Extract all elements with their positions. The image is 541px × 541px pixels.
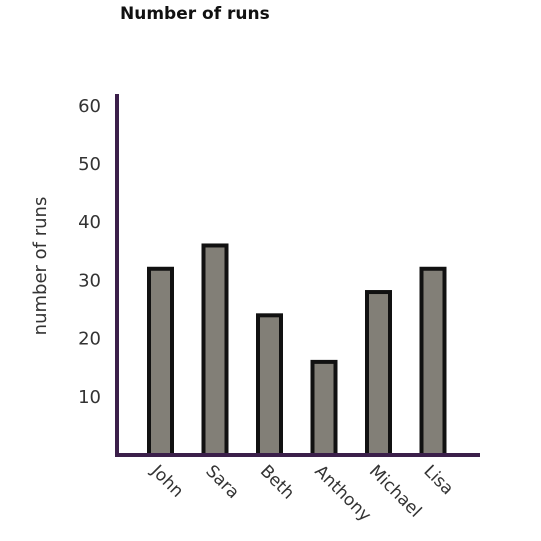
bar-lisa	[419, 266, 447, 458]
y-tick-label: 20	[78, 329, 101, 350]
x-tick-label: Anthony	[310, 461, 374, 525]
y-axis-label: number of runs	[30, 197, 51, 336]
bar-john	[147, 266, 174, 458]
y-tick-label: 50	[78, 154, 101, 175]
x-tick-label: John	[146, 461, 187, 502]
y-tick-label: 10	[78, 387, 101, 408]
y-tick-label: 40	[78, 212, 101, 233]
x-tick-label: Sara	[201, 461, 242, 502]
y-axis-ticks: 10 20 30 40 50 60	[78, 96, 101, 408]
x-tick-label: Beth	[256, 461, 298, 503]
bars	[147, 243, 447, 458]
y-tick-label: 30	[78, 270, 101, 291]
x-tick-label: Michael	[365, 461, 425, 521]
bar-michael	[365, 290, 392, 458]
bar-anthony	[310, 359, 338, 458]
chart-title: Number of runs	[120, 4, 270, 24]
bar-beth	[256, 313, 283, 457]
x-tick-label: Lisa	[419, 461, 457, 499]
y-tick-label: 60	[78, 96, 101, 117]
bar-sara	[201, 243, 229, 457]
